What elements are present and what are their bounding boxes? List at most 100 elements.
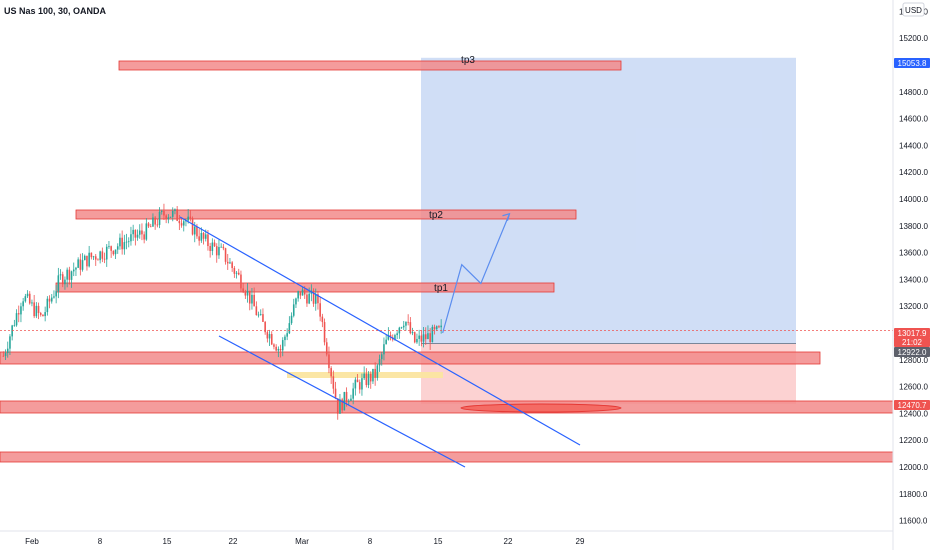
candle-body (246, 290, 249, 296)
candle-body (103, 258, 106, 260)
candle-body (97, 259, 99, 261)
price-badge-blue (894, 58, 930, 68)
price-badge-label: 12922.0 (898, 348, 927, 357)
target-zone-tp2[interactable] (75, 209, 577, 220)
candle-body (334, 388, 337, 399)
candle-body (292, 304, 295, 316)
candle-body (222, 246, 225, 249)
currency-button[interactable] (902, 2, 925, 17)
position-profit-zone[interactable] (421, 57, 796, 344)
candle-body (385, 339, 387, 345)
support-ellipse[interactable] (460, 403, 622, 413)
projection-path[interactable] (442, 213, 511, 334)
candle-body (273, 344, 275, 347)
candle-body (367, 373, 370, 386)
channel-lower-line[interactable] (218, 335, 466, 468)
candle-body (231, 262, 233, 269)
currency-label: USD (905, 6, 922, 15)
time-axis[interactable]: Feb 8 15 22 Mar 8 15 22 29 (25, 537, 585, 546)
candle-body (233, 268, 236, 274)
candle-body (165, 215, 167, 220)
candle-body (312, 290, 315, 304)
candle-body (427, 333, 429, 340)
annotation-tp3[interactable]: tp3 (461, 55, 475, 66)
candle-body (290, 315, 293, 324)
candle-body (39, 313, 42, 315)
candle-body (13, 325, 16, 327)
candle-body (328, 354, 330, 369)
candle-body (171, 210, 174, 217)
candle-body (46, 298, 49, 313)
price-badge-red (894, 337, 930, 347)
candle-body (31, 302, 33, 304)
price-badge-label: 13017.9 (898, 329, 927, 338)
candle-body (24, 296, 27, 302)
candle-body (281, 340, 284, 351)
candle-body (286, 333, 288, 337)
candle-body (204, 234, 207, 239)
plot-area[interactable] (0, 57, 894, 463)
candle-body (134, 229, 137, 238)
time-tick-label: 22 (504, 537, 513, 546)
price-tick-label: 12000.0 (899, 463, 928, 472)
candle-body (259, 314, 262, 315)
candle-body (180, 223, 183, 226)
candle-body (215, 246, 218, 256)
candle-body (42, 314, 44, 317)
price-tick-label: 12200.0 (899, 436, 928, 445)
candle-body (295, 298, 297, 305)
price-tick-label: 14200.0 (899, 168, 928, 177)
target-zone-tp3[interactable] (118, 60, 622, 71)
candle-body (240, 274, 242, 289)
candle-body (321, 316, 324, 323)
support-zone-1[interactable] (0, 351, 821, 365)
candle-body (237, 272, 240, 275)
price-tick-label: 14000.0 (899, 195, 928, 204)
price-badge-label: 15053.8 (898, 59, 927, 68)
candle-body (178, 220, 181, 224)
candle-body (66, 269, 68, 280)
candle-body (297, 291, 299, 299)
candle-body (207, 234, 209, 247)
price-tick-label: 13600.0 (899, 249, 928, 258)
yellow-zone[interactable] (287, 372, 443, 378)
candle-body (275, 346, 277, 351)
candle-body (409, 322, 412, 334)
candle-body (50, 297, 53, 302)
price-badge-red (894, 328, 930, 338)
time-tick-label: 8 (368, 537, 373, 546)
candle-body (121, 237, 123, 250)
candle-body (402, 325, 405, 328)
candle-body (26, 293, 29, 297)
candle-body (64, 279, 66, 285)
candle-body (330, 368, 332, 377)
candle-body (136, 234, 139, 238)
candle-body (224, 248, 227, 262)
support-zone-2[interactable] (0, 400, 894, 414)
annotation-tp2[interactable]: tp2 (429, 210, 443, 221)
candle-body (55, 291, 57, 297)
candle-body (112, 250, 115, 255)
candle-body (400, 327, 403, 329)
price-tick-label: 14600.0 (899, 115, 928, 124)
candle-body (308, 293, 310, 304)
price-tick-label: 11600.0 (899, 517, 928, 526)
candle-body (405, 321, 407, 326)
candle-body (59, 274, 62, 276)
candle-body (226, 261, 229, 264)
price-tick-label: 13400.0 (899, 275, 928, 284)
candle-body (33, 302, 35, 317)
candle-body (90, 252, 93, 258)
candle-body (9, 336, 11, 349)
price-tick-label: 12400.0 (899, 409, 928, 418)
candle-body (229, 262, 231, 264)
price-tick-label: 14400.0 (899, 141, 928, 150)
candle-body (407, 321, 409, 323)
candle-body (145, 223, 148, 240)
annotation-tp1[interactable]: tp1 (434, 283, 448, 294)
candle-body (235, 272, 238, 274)
candle-body (317, 294, 319, 304)
candle-body (6, 348, 9, 353)
price-tick-label: 15200.0 (899, 34, 928, 43)
